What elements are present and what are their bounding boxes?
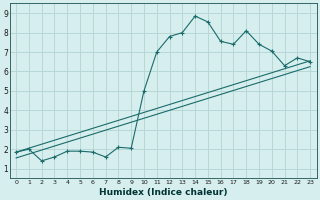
- X-axis label: Humidex (Indice chaleur): Humidex (Indice chaleur): [99, 188, 228, 197]
